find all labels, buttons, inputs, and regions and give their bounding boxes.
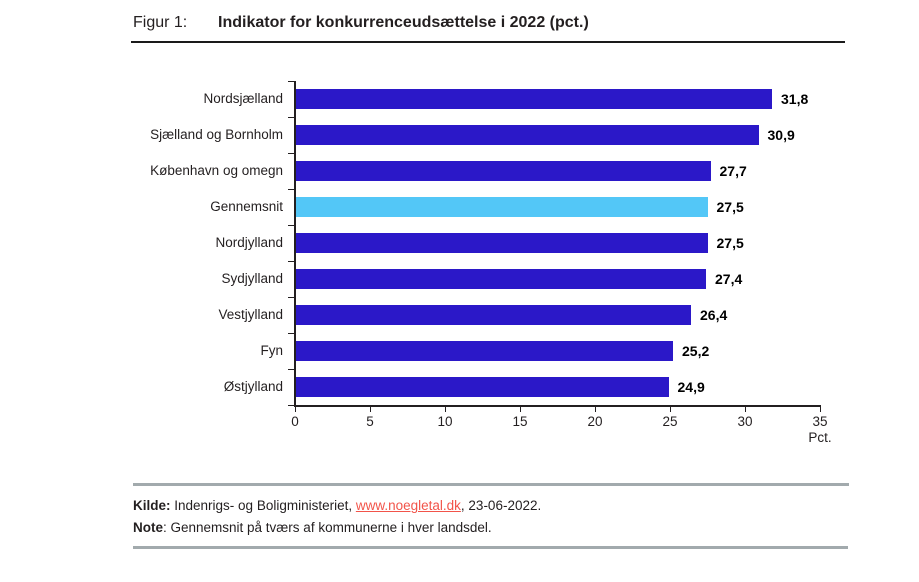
y-axis-tick <box>288 369 294 370</box>
x-axis-tick <box>445 407 446 412</box>
value-label: 26,4 <box>700 297 727 333</box>
category-label: Fyn <box>0 333 283 369</box>
value-label: 27,5 <box>717 225 744 261</box>
y-axis <box>294 81 296 405</box>
value-label: 25,2 <box>682 333 709 369</box>
y-axis-tick <box>288 261 294 262</box>
y-axis-tick <box>288 333 294 334</box>
footer-bottom-divider <box>133 546 848 549</box>
category-label: Østjylland <box>0 369 283 405</box>
x-tick-label: 35 <box>800 414 840 429</box>
y-axis-tick <box>288 81 294 82</box>
bar <box>295 89 772 109</box>
x-tick-label: 20 <box>575 414 615 429</box>
value-label: 30,9 <box>768 117 795 153</box>
x-axis-unit-label: Pct. <box>800 430 840 445</box>
note-text: : Gennemsnit på tværs af kommunerne i hv… <box>163 520 492 535</box>
bar <box>295 161 711 181</box>
source-label: Kilde: <box>133 498 171 513</box>
category-label: Nordjylland <box>0 225 283 261</box>
bar <box>295 305 691 325</box>
bar <box>295 377 669 397</box>
bar <box>295 341 673 361</box>
x-axis-tick <box>745 407 746 412</box>
x-tick-label: 15 <box>500 414 540 429</box>
note-line: Note: Gennemsnit på tværs af kommunerne … <box>133 517 492 538</box>
x-axis-tick <box>595 407 596 412</box>
y-axis-tick <box>288 189 294 190</box>
x-tick-label: 30 <box>725 414 765 429</box>
bar <box>295 197 708 217</box>
figure-page: Figur 1:Indikator for konkurrenceudsætte… <box>0 0 919 582</box>
category-label: Gennemsnit <box>0 189 283 225</box>
category-label: København og omegn <box>0 153 283 189</box>
footer-top-divider <box>133 483 849 486</box>
x-tick-label: 10 <box>425 414 465 429</box>
value-label: 27,4 <box>715 261 742 297</box>
value-label: 27,5 <box>717 189 744 225</box>
category-label: Sjælland og Bornholm <box>0 117 283 153</box>
source-text: Indenrigs- og Boligministeriet, <box>171 498 356 513</box>
bar <box>295 125 759 145</box>
x-tick-label: 0 <box>275 414 315 429</box>
value-label: 24,9 <box>678 369 705 405</box>
bar <box>295 269 706 289</box>
x-axis-tick <box>370 407 371 412</box>
x-axis-tick <box>295 407 296 412</box>
category-label: Nordsjælland <box>0 81 283 117</box>
source-suffix: , 23-06-2022. <box>461 498 541 513</box>
x-tick-label: 5 <box>350 414 390 429</box>
y-axis-tick <box>288 225 294 226</box>
note-label: Note <box>133 520 163 535</box>
x-axis <box>294 405 821 407</box>
x-axis-tick <box>520 407 521 412</box>
category-label: Sydjylland <box>0 261 283 297</box>
source-line: Kilde: Indenrigs- og Boligministeriet, w… <box>133 495 541 516</box>
value-label: 31,8 <box>781 81 808 117</box>
x-tick-label: 25 <box>650 414 690 429</box>
category-label: Vestjylland <box>0 297 283 333</box>
x-axis-tick <box>670 407 671 412</box>
value-label: 27,7 <box>720 153 747 189</box>
y-axis-tick <box>288 297 294 298</box>
source-link[interactable]: www.noegletal.dk <box>356 498 461 513</box>
bar <box>295 233 708 253</box>
x-axis-tick <box>820 407 821 412</box>
y-axis-tick <box>288 153 294 154</box>
y-axis-tick <box>288 117 294 118</box>
